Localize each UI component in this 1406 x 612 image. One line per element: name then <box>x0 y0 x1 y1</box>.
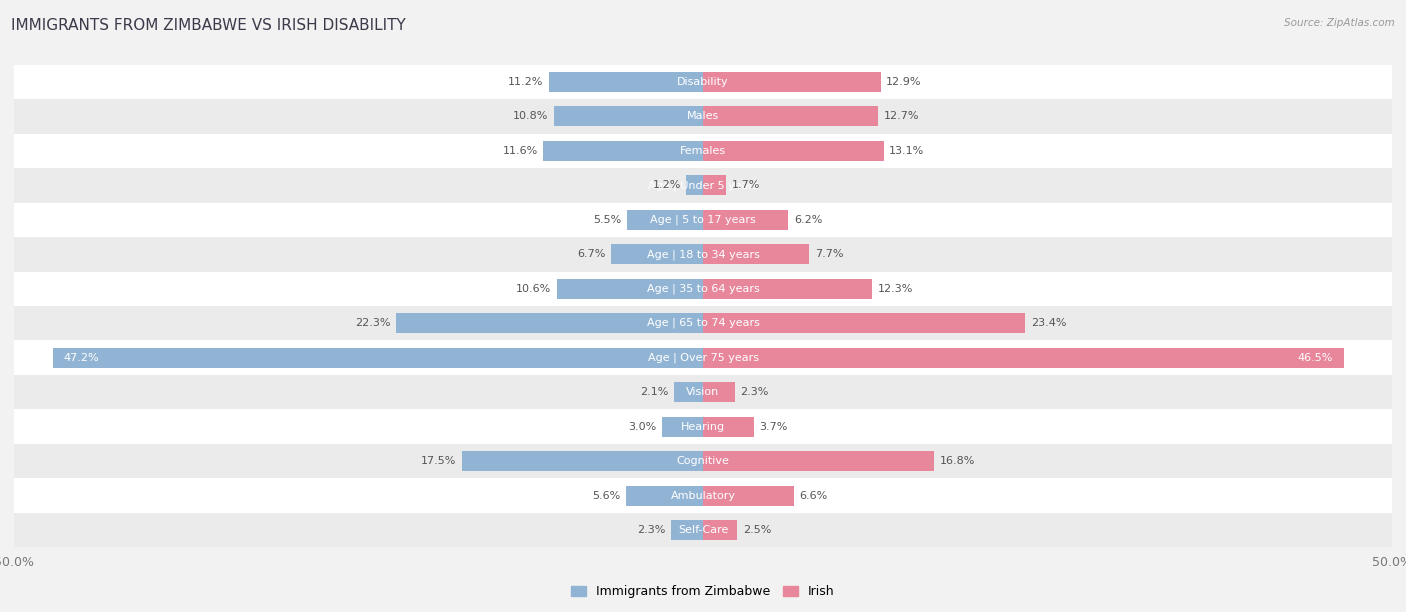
Bar <box>395 313 703 334</box>
Bar <box>626 486 703 506</box>
Bar <box>610 244 703 264</box>
Bar <box>14 203 1392 237</box>
Bar <box>14 444 1392 479</box>
Bar <box>703 382 735 402</box>
Text: 6.7%: 6.7% <box>576 249 605 259</box>
Bar <box>14 65 1392 99</box>
Text: 2.1%: 2.1% <box>640 387 669 397</box>
Text: Disability: Disability <box>678 77 728 87</box>
Bar <box>703 141 883 161</box>
Text: IMMIGRANTS FROM ZIMBABWE VS IRISH DISABILITY: IMMIGRANTS FROM ZIMBABWE VS IRISH DISABI… <box>11 18 406 34</box>
Text: Source: ZipAtlas.com: Source: ZipAtlas.com <box>1284 18 1395 28</box>
Bar <box>703 451 935 471</box>
Text: 2.3%: 2.3% <box>637 525 666 535</box>
Text: 46.5%: 46.5% <box>1298 353 1333 363</box>
Bar <box>703 72 880 92</box>
Text: 3.0%: 3.0% <box>628 422 657 431</box>
Text: 12.7%: 12.7% <box>883 111 920 121</box>
Bar <box>14 340 1392 375</box>
Text: 17.5%: 17.5% <box>420 456 457 466</box>
Bar <box>14 168 1392 203</box>
Bar <box>14 375 1392 409</box>
Text: 23.4%: 23.4% <box>1031 318 1066 328</box>
Bar <box>703 417 754 437</box>
Bar <box>554 106 703 126</box>
Text: Ambulatory: Ambulatory <box>671 491 735 501</box>
Text: Age | 18 to 34 years: Age | 18 to 34 years <box>647 249 759 259</box>
Bar <box>703 175 727 195</box>
Text: Males: Males <box>688 111 718 121</box>
Text: 5.5%: 5.5% <box>593 215 621 225</box>
Bar <box>703 486 794 506</box>
Bar <box>703 313 1025 334</box>
Text: 11.6%: 11.6% <box>502 146 537 156</box>
Bar <box>14 272 1392 306</box>
Text: Age | 5 to 17 years: Age | 5 to 17 years <box>650 215 756 225</box>
Text: 7.7%: 7.7% <box>814 249 844 259</box>
Text: Age | Over 75 years: Age | Over 75 years <box>648 353 758 363</box>
Text: 10.6%: 10.6% <box>516 284 551 294</box>
Bar <box>14 99 1392 133</box>
Text: Cognitive: Cognitive <box>676 456 730 466</box>
Text: 2.3%: 2.3% <box>740 387 769 397</box>
Text: 10.8%: 10.8% <box>513 111 548 121</box>
Text: 16.8%: 16.8% <box>941 456 976 466</box>
Text: 6.6%: 6.6% <box>800 491 828 501</box>
Bar <box>703 106 877 126</box>
Text: 6.2%: 6.2% <box>794 215 823 225</box>
Bar <box>671 520 703 540</box>
Bar <box>703 348 1344 368</box>
Text: Females: Females <box>681 146 725 156</box>
Text: Age | 35 to 64 years: Age | 35 to 64 years <box>647 283 759 294</box>
Bar <box>461 451 703 471</box>
Text: Vision: Vision <box>686 387 720 397</box>
Text: 3.7%: 3.7% <box>759 422 787 431</box>
Text: 13.1%: 13.1% <box>889 146 924 156</box>
Text: 1.7%: 1.7% <box>733 181 761 190</box>
Bar <box>14 237 1392 272</box>
Text: 22.3%: 22.3% <box>354 318 391 328</box>
Legend: Immigrants from Zimbabwe, Irish: Immigrants from Zimbabwe, Irish <box>567 580 839 603</box>
Bar <box>662 417 703 437</box>
Text: 12.3%: 12.3% <box>877 284 914 294</box>
Bar <box>14 409 1392 444</box>
Bar <box>686 175 703 195</box>
Bar <box>14 479 1392 513</box>
Bar <box>703 520 738 540</box>
Bar <box>52 348 703 368</box>
Bar <box>703 244 808 264</box>
Bar <box>703 278 873 299</box>
Bar <box>627 210 703 230</box>
Bar <box>548 72 703 92</box>
Bar <box>14 306 1392 340</box>
Text: 11.2%: 11.2% <box>508 77 543 87</box>
Text: Hearing: Hearing <box>681 422 725 431</box>
Text: 1.2%: 1.2% <box>652 181 681 190</box>
Text: Self-Care: Self-Care <box>678 525 728 535</box>
Text: Age | 65 to 74 years: Age | 65 to 74 years <box>647 318 759 329</box>
Bar <box>14 133 1392 168</box>
Text: Age | Under 5 years: Age | Under 5 years <box>648 180 758 190</box>
Text: 12.9%: 12.9% <box>886 77 922 87</box>
Bar <box>543 141 703 161</box>
Text: 2.5%: 2.5% <box>742 525 772 535</box>
Bar <box>703 210 789 230</box>
Bar <box>14 513 1392 547</box>
Bar <box>557 278 703 299</box>
Text: 47.2%: 47.2% <box>63 353 100 363</box>
Bar <box>673 382 703 402</box>
Text: 5.6%: 5.6% <box>592 491 620 501</box>
